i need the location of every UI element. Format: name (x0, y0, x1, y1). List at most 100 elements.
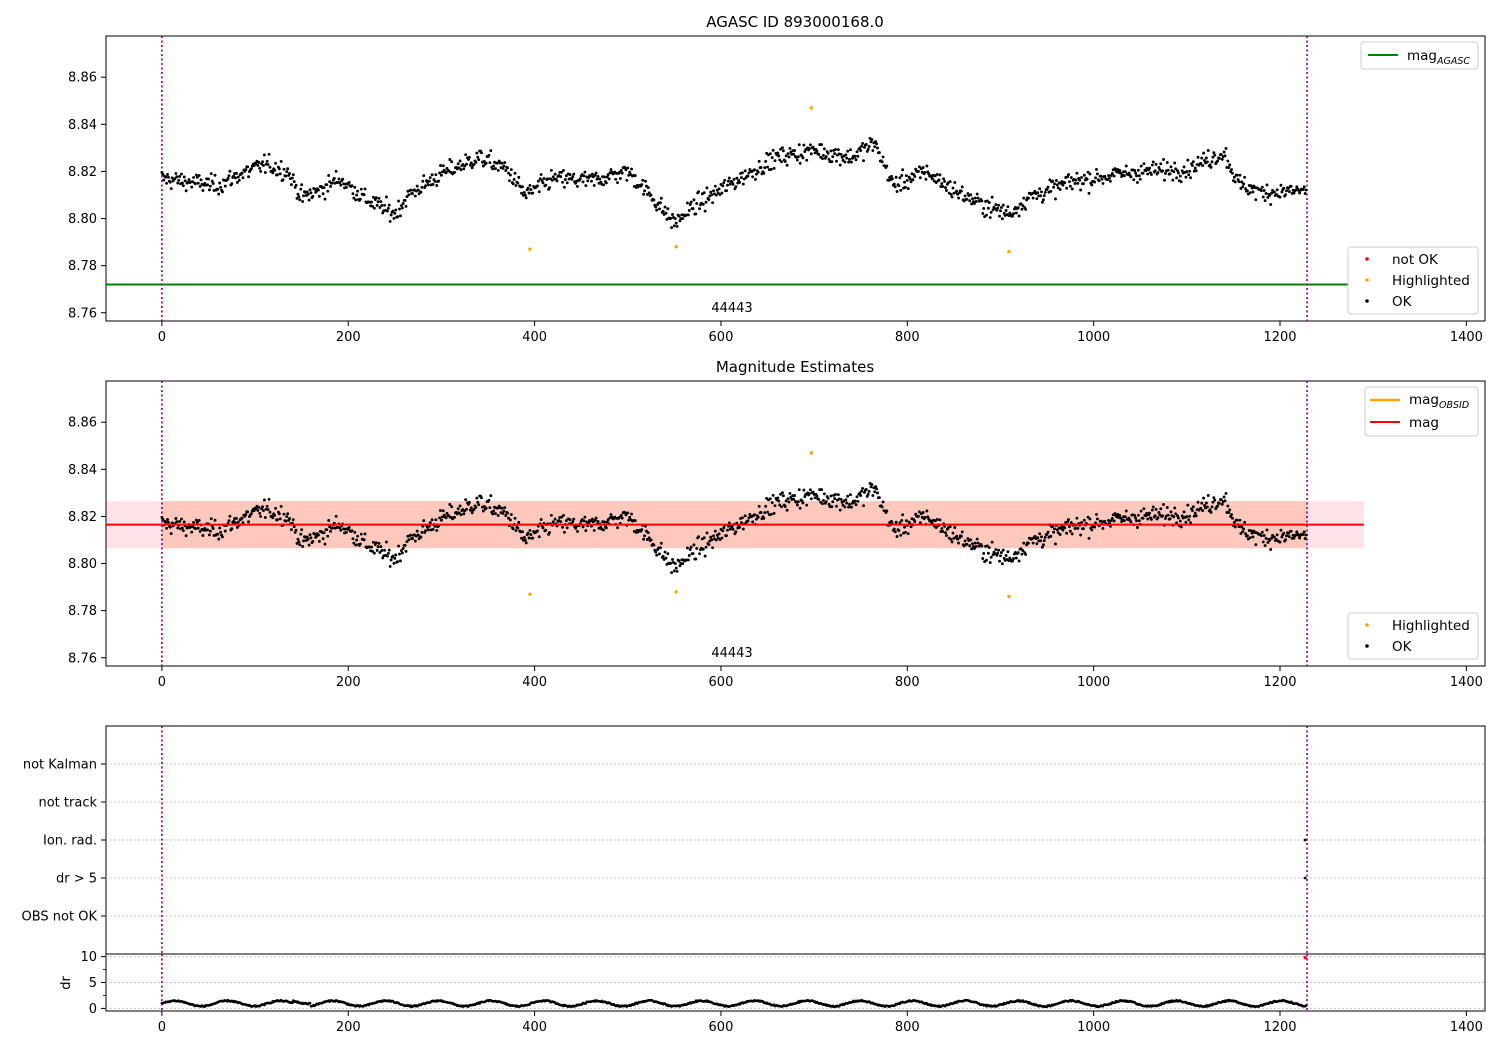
ok-point (953, 181, 957, 184)
x-tick-label: 1000 (1077, 330, 1110, 345)
ok-point (826, 151, 830, 155)
ok-point (1289, 529, 1293, 533)
obs-boundary-lines-dr (161, 954, 1308, 1011)
ok-point (527, 536, 531, 540)
ok-point (877, 496, 881, 500)
ok-point (411, 192, 414, 196)
ok-point (831, 155, 835, 159)
ok-point (1153, 169, 1157, 173)
ok-point (784, 154, 788, 158)
ok-point (199, 178, 203, 182)
ok-point (434, 518, 438, 522)
ok-point (793, 494, 797, 497)
ok-point (488, 506, 492, 510)
ok-point (1233, 525, 1237, 529)
obsid-label-top: 44443 (711, 301, 752, 316)
ok-point (561, 525, 565, 529)
ok-point (1278, 195, 1282, 199)
ok-point (207, 188, 211, 192)
ok-point (164, 520, 168, 524)
ok-point (1285, 534, 1288, 538)
ok-point (830, 160, 834, 164)
ok-point (528, 528, 532, 532)
ok-point (257, 160, 261, 164)
ok-point (658, 552, 661, 556)
ok-point (982, 206, 986, 210)
ok-point (741, 527, 745, 531)
ok-point (603, 175, 606, 179)
legend-label-mag-obsid: mag (1409, 392, 1439, 408)
ok-point (796, 155, 800, 159)
ok-point (190, 530, 194, 534)
x-tick-label: 600 (709, 330, 734, 345)
legend-highlighted-top: Highlighted (1392, 273, 1470, 289)
ok-point (504, 514, 508, 517)
ok-point (1205, 505, 1209, 509)
ok-point (1148, 166, 1152, 170)
ok-point (1151, 505, 1155, 509)
ok-point (398, 559, 402, 563)
ok-point (766, 510, 769, 514)
ok-point (338, 181, 342, 185)
ok-point (909, 525, 913, 529)
ok-point (836, 148, 840, 152)
ok-point (822, 498, 825, 502)
legend-mag-agasc: magAGASC (1360, 41, 1479, 70)
ok-point (162, 178, 166, 182)
ok-point (196, 181, 200, 185)
ok-point (292, 180, 296, 184)
ok-point (1279, 183, 1283, 187)
ok-point (541, 526, 545, 530)
ok-point (549, 168, 553, 172)
ok-point (1287, 535, 1291, 539)
ok-point (859, 149, 863, 152)
ok-point (1278, 540, 1282, 544)
ok-point (688, 203, 692, 206)
ok-point (1024, 552, 1028, 556)
ok-point (1272, 535, 1276, 539)
ok-point (1263, 199, 1267, 202)
ok-point (1069, 521, 1073, 524)
ok-point (531, 536, 535, 540)
ok-point (413, 194, 417, 198)
ok-point (564, 519, 568, 523)
ok-point (866, 492, 870, 496)
ok-point (655, 208, 659, 212)
ok-point (1090, 183, 1094, 187)
ok-point (173, 177, 177, 181)
ok-point (208, 529, 212, 533)
ok-point (743, 514, 747, 518)
ok-point (649, 538, 653, 542)
ok-point (677, 559, 681, 563)
ok-point (268, 165, 272, 169)
ok-point (738, 180, 742, 184)
ok-point (1073, 182, 1077, 185)
ok-point (506, 166, 510, 170)
ok-point (981, 557, 985, 560)
ok-point (416, 188, 420, 192)
ok-point (178, 520, 182, 523)
ok-point (553, 172, 557, 176)
ok-point (195, 520, 199, 524)
ok-point (539, 173, 543, 176)
ok-point (404, 549, 408, 553)
ok-point (785, 508, 789, 512)
ok-point (194, 518, 198, 522)
ok-point (1251, 535, 1255, 539)
ok-point (1206, 149, 1210, 152)
ok-point (1149, 172, 1153, 176)
ok-point (392, 216, 396, 220)
ok-point (835, 159, 838, 163)
ok-point (1169, 510, 1173, 514)
ok-point (1040, 200, 1044, 204)
ok-point (820, 488, 824, 492)
ok-point (353, 185, 357, 189)
ok-point (1302, 530, 1306, 534)
ok-point (263, 171, 267, 174)
ok-point (1200, 501, 1204, 505)
ok-point (1042, 194, 1046, 198)
y-tick-label: 8.84 (68, 463, 97, 478)
ok-point (506, 511, 510, 515)
ok-point (788, 146, 792, 150)
ok-point (484, 161, 488, 165)
